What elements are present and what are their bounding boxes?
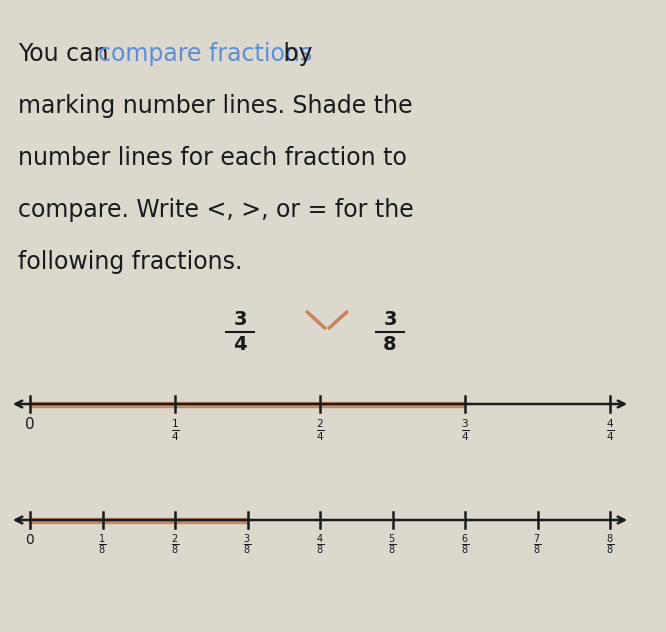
Text: by: by xyxy=(276,42,312,66)
Text: $\frac{6}{8}$: $\frac{6}{8}$ xyxy=(461,533,469,557)
Text: $\frac{5}{8}$: $\frac{5}{8}$ xyxy=(388,533,396,557)
Text: compare fractions: compare fractions xyxy=(98,42,312,66)
Text: $\frac{4}{8}$: $\frac{4}{8}$ xyxy=(316,533,324,557)
Text: $\frac{3}{4}$: $\frac{3}{4}$ xyxy=(461,417,470,442)
Text: You can: You can xyxy=(18,42,116,66)
Text: $\frac{1}{4}$: $\frac{1}{4}$ xyxy=(170,417,179,442)
Text: $\frac{3}{8}$: $\frac{3}{8}$ xyxy=(243,533,252,557)
Bar xyxy=(30,401,465,406)
Text: number lines for each fraction to: number lines for each fraction to xyxy=(18,146,407,170)
Text: $\frac{4}{4}$: $\frac{4}{4}$ xyxy=(605,417,615,442)
Text: $\frac{2}{8}$: $\frac{2}{8}$ xyxy=(171,533,179,557)
Text: 8: 8 xyxy=(383,335,397,354)
Text: 4: 4 xyxy=(233,335,247,354)
Text: 3: 3 xyxy=(383,310,397,329)
Text: $\frac{8}{8}$: $\frac{8}{8}$ xyxy=(606,533,614,557)
Text: 0: 0 xyxy=(25,417,35,432)
Text: $\frac{7}{8}$: $\frac{7}{8}$ xyxy=(533,533,541,557)
Text: 3: 3 xyxy=(233,310,246,329)
Text: $\frac{2}{4}$: $\frac{2}{4}$ xyxy=(316,417,324,442)
Bar xyxy=(30,518,248,523)
Text: marking number lines. Shade the: marking number lines. Shade the xyxy=(18,94,413,118)
Text: following fractions.: following fractions. xyxy=(18,250,242,274)
Text: $\frac{1}{8}$: $\frac{1}{8}$ xyxy=(99,533,107,557)
Text: 0: 0 xyxy=(25,533,35,547)
Text: compare. Write <, >, or = for the: compare. Write <, >, or = for the xyxy=(18,198,414,222)
